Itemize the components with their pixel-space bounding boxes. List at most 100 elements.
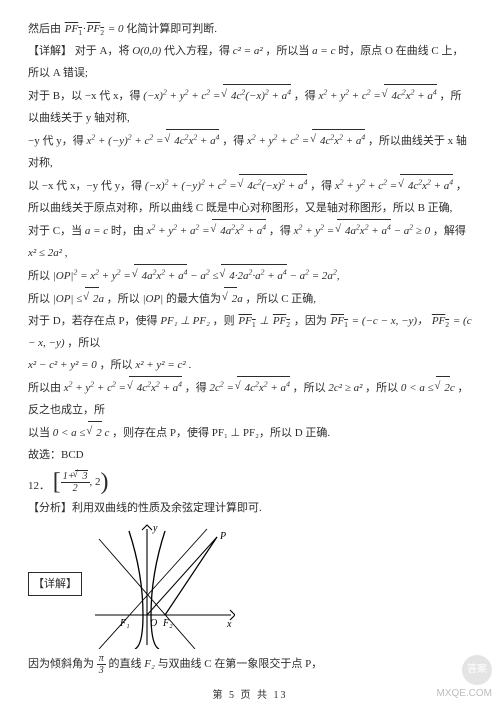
text: 的最大值为: [166, 293, 224, 305]
expr-eq0: = 0: [108, 23, 126, 35]
svg-text:P: P: [219, 531, 226, 542]
para-line: 所以 |OP|2 = x2 + y2 = 4a2x2 + a4 − a2 ≤ 4…: [28, 264, 472, 287]
text: 对于 D，若存在点 P，使得: [28, 315, 160, 327]
answer-line: 故选：BCD: [28, 444, 472, 466]
svg-text:O: O: [150, 618, 157, 629]
expr: O(0,0): [132, 45, 164, 57]
para-line: 所以 |OP| ≤ 2a ，所以 |OP| 的最大值为 2a ，所以 C 正确,: [28, 287, 472, 310]
expr: x2 + y2 + c2 = 4c2x2 + a4: [335, 180, 453, 192]
watermark-text: MXQE.COM: [436, 688, 492, 699]
para-line: 对于 C，当 a = c 时，由 x2 + y2 + a2 = 4a2x2 + …: [28, 219, 472, 264]
text: ，因为: [294, 315, 330, 327]
para-line: −y 代 y，得 x2 + (−y)2 + c2 = 4c2x2 + a4 ，得…: [28, 129, 472, 174]
text: 以当: [28, 427, 53, 439]
text: ,: [65, 247, 68, 259]
expr: PF2: [431, 315, 450, 327]
expr: x2 + y2 + c2 = 4c2x2 + a4: [319, 90, 437, 102]
expr: PF1: [330, 315, 349, 327]
text: ，则: [213, 315, 238, 327]
text: ，所以: [365, 382, 401, 394]
text: −y 代 y，得: [28, 135, 86, 147]
para-line: 【详解】 对于 A，将 O(0,0) 代入方程，得 c² = a² ，所以当 a…: [28, 40, 472, 84]
expr: (−x)2 + (−y)2 + c2 = 4c2(−x)2 + a4: [145, 180, 307, 192]
text: 与双曲线 C 在第一象限交于点 P，: [158, 658, 323, 670]
q-number: 12．: [28, 480, 50, 492]
text: ，得: [185, 382, 210, 394]
expr: c² = a²: [233, 45, 263, 57]
text: 对于 C，当: [28, 225, 85, 237]
text: 以 −x 代 x，−y 代 y，得: [28, 180, 145, 192]
watermark: 答案 MXQE.COM: [436, 655, 492, 700]
text: 化简计算即可判断.: [126, 23, 217, 35]
expr-pi3: π3: [97, 653, 106, 676]
para-line: 【分析】利用双曲线的性质及余弦定理计算即可.: [28, 497, 472, 519]
text: ，得: [269, 225, 294, 237]
text: 代入方程，得: [164, 45, 233, 57]
para-line: 对于 D，若存在点 P，使得 PF₁ ⊥ PF₂ ，则 PF1 ⊥ PF2 ，因…: [28, 310, 472, 354]
text: .: [188, 359, 191, 371]
expr: c: [104, 427, 109, 439]
page-footer: 第 5 页 共 13: [28, 686, 472, 706]
text: ，得: [310, 180, 335, 192]
expr: PF1 ⊥ PF2: [237, 315, 291, 327]
expr: = (−c − x, −y)，: [352, 315, 428, 327]
para-line: 然后由 PF1·PF2 = 0 化简计算即可判断.: [28, 18, 472, 40]
text: ，所以当: [265, 45, 312, 57]
heading-detail: 【详解】: [28, 45, 72, 57]
expr: |OP|2 = x2 + y2 = 4a2x2 + a4 − a2 ≤ 4·2a…: [53, 270, 340, 282]
text: ，则存在点 P，使得 PF₁ ⊥ PF₂，所以 D 正确.: [112, 427, 330, 439]
text: ，所以: [107, 293, 143, 305]
page: 然后由 PF1·PF2 = 0 化简计算即可判断. 【详解】 对于 A，将 O(…: [0, 0, 500, 720]
text: ，所以: [293, 382, 329, 394]
expr: PF₁ ⊥ PF₂: [160, 315, 210, 327]
svg-text:F₁: F₁: [119, 618, 130, 629]
svg-text:F₂: F₂: [162, 618, 173, 629]
expr: 2c2 = 4c2x2 + a4: [209, 382, 289, 394]
expr: x2 + y2 + c2 = 4c2x2 + a4: [247, 135, 365, 147]
text: 所以: [28, 293, 53, 305]
expr: a = c: [85, 225, 108, 237]
expr: x2 + y2 + c2 = 4c2x2 + a4: [64, 382, 182, 394]
text: ，所以 C 正确,: [245, 293, 316, 305]
para-line: 所以由 x2 + y2 + c2 = 4c2x2 + a4 ，得 2c2 = 4…: [28, 376, 472, 421]
expr: 0 < a ≤ 2: [53, 427, 102, 439]
expr: F₂: [144, 658, 155, 670]
text: 时，由: [111, 225, 147, 237]
para-line: 因为倾斜角为 π3 的直线 F₂ 与双曲线 C 在第一象限交于点 P，: [28, 653, 472, 676]
expr: x2 + y2 = 4a2x2 + a4 − a2 ≥ 0: [294, 225, 431, 237]
q12-line: 12． [ 1+32 , 2 ): [28, 470, 472, 497]
heading-detail-box: 【详解】: [28, 572, 82, 596]
svg-text:x: x: [226, 619, 232, 630]
expr: |OP| ≤ 2a: [53, 293, 104, 305]
text: ，解得: [433, 225, 466, 237]
text: 对于 B，以 −x 代 x，得: [28, 90, 143, 102]
expr-pf1pf2: PF1·PF2: [64, 23, 105, 35]
text: ，得: [222, 135, 247, 147]
text: 的直线: [109, 658, 145, 670]
heading-analysis: 【分析】利用双曲线的性质及余弦定理计算即可.: [28, 502, 262, 514]
watermark-icon: 答案: [462, 655, 492, 685]
expr: (−x)2 + y2 + c2 = 4c2(−x)2 + a4: [143, 90, 291, 102]
para-line: x² − c² + y² = 0 ，所以 x² + y² = c² .: [28, 354, 472, 376]
text: 因为倾斜角为: [28, 658, 97, 670]
expr: 0 < a ≤ 2c: [401, 382, 455, 394]
para-line: 以当 0 < a ≤ 2 c ，则存在点 P，使得 PF₁ ⊥ PF₂，所以 D…: [28, 421, 472, 444]
text: 所以由: [28, 382, 64, 394]
text: 所以: [28, 270, 53, 282]
para-line: 以 −x 代 x，−y 代 y，得 (−x)2 + (−y)2 + c2 = 4…: [28, 174, 472, 219]
graph-row: 【详解】 x y O F₁ F₂ P: [28, 519, 472, 649]
expr: x2 + (−y)2 + c2 = 4c2x2 + a4: [86, 135, 219, 147]
text: ，得: [294, 90, 319, 102]
expr: x2 + y2 + a2 = 4a2x2 + a4: [147, 225, 266, 237]
expr: x² − c² + y² = 0: [28, 359, 97, 371]
expr: x² + y² = c²: [135, 359, 185, 371]
expr: 2c² ≥ a²: [328, 382, 362, 394]
text: 故选：BCD: [28, 449, 84, 461]
expr: x² ≤ 2a²: [28, 247, 62, 259]
text: 对于 A，将: [75, 45, 132, 57]
text: ，所以: [100, 359, 136, 371]
text: 然后由: [28, 23, 61, 35]
svg-text:y: y: [152, 523, 158, 534]
para-line: 对于 B，以 −x 代 x，得 (−x)2 + y2 + c2 = 4c2(−x…: [28, 84, 472, 129]
page-number: 第 5 页 共 13: [213, 690, 288, 701]
